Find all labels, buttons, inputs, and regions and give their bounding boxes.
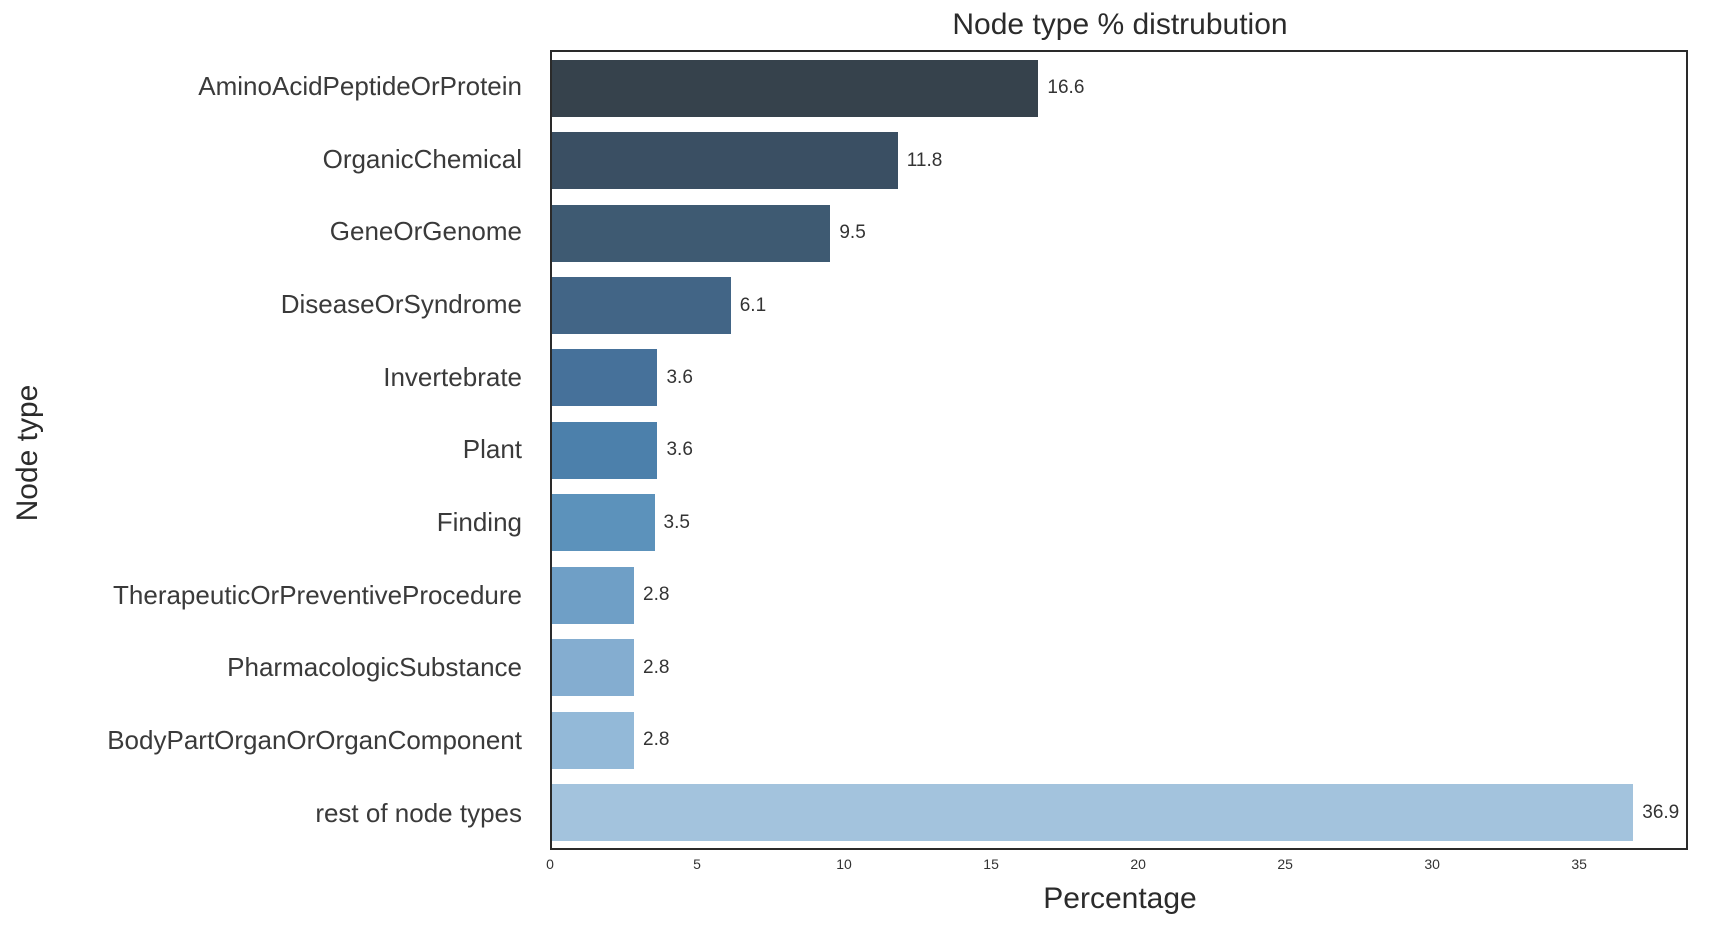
x-tick-label: 35 [1571,856,1587,872]
x-tick-label: 10 [836,856,852,872]
bar-row: 36.9 [552,776,1686,848]
bar [552,204,831,262]
bar [552,566,635,624]
bar [552,421,658,479]
bar-row: 11.8 [552,124,1686,196]
bar-value-label: 3.5 [663,511,690,533]
bar-row: 6.1 [552,269,1686,341]
bar [552,277,731,335]
category-label: Finding [436,506,522,537]
x-tick-label: 5 [693,856,701,872]
x-tick-label: 0 [546,856,554,872]
bar-value-label: 2.8 [643,656,670,678]
category-label: GeneOrGenome [329,216,522,247]
x-tick-label: 20 [1130,856,1146,872]
bar-row: 2.8 [552,704,1686,776]
bar-row: 2.8 [552,632,1686,704]
category-label: AminoAcidPeptideOrProtein [198,70,522,101]
y-axis-category-labels: AminoAcidPeptideOrProtein OrganicChemical… [0,50,536,850]
bar-value-label: 36.9 [1642,801,1680,823]
bar [552,132,898,190]
category-label: PharmacologicSubstance [227,652,522,683]
bar-row: 3.5 [552,487,1686,559]
category-label: BodyPartOrganOrOrganComponent [107,725,522,756]
category-label: Plant [462,434,522,465]
bar [552,59,1039,117]
bar-row: 16.6 [552,52,1686,124]
bar-value-label: 11.8 [906,149,943,171]
bar-value-label: 3.6 [666,439,693,461]
x-tick-label: 30 [1424,856,1440,872]
chart-title: Node type % distrubution [952,8,1288,41]
bar [552,494,655,552]
bar-value-label: 9.5 [839,222,866,244]
x-axis-label: Percentage [1043,882,1197,915]
x-axis-ticks: 0 5 10 15 20 25 30 35 [546,856,1688,878]
bar [552,349,658,407]
x-tick-label: 15 [983,856,999,872]
category-label: rest of node types [315,797,522,828]
category-label: Invertebrate [383,361,522,392]
bar [552,639,635,697]
bar-row: 2.8 [552,559,1686,631]
bar-row: 3.6 [552,414,1686,486]
bar-value-label: 3.6 [666,366,693,388]
bar-row: 9.5 [552,197,1686,269]
plot-area: 16.6 11.8 9.5 6.1 3.6 3.6 3.5 2.8 2.8 2.8 36.9 [550,50,1688,850]
bar-value-label: 16.6 [1047,77,1085,99]
bar [552,711,635,769]
x-tick-label: 25 [1277,856,1293,872]
bar-row: 3.6 [552,342,1686,414]
bar-value-label: 2.8 [643,729,670,751]
category-label: OrganicChemical [322,143,522,174]
category-label: DiseaseOrSyndrome [280,288,522,319]
bar-value-label: 2.8 [643,584,670,606]
category-label: TherapeuticOrPreventiveProcedure [113,579,522,610]
bar-value-label: 6.1 [739,294,767,316]
bar [552,784,1634,842]
